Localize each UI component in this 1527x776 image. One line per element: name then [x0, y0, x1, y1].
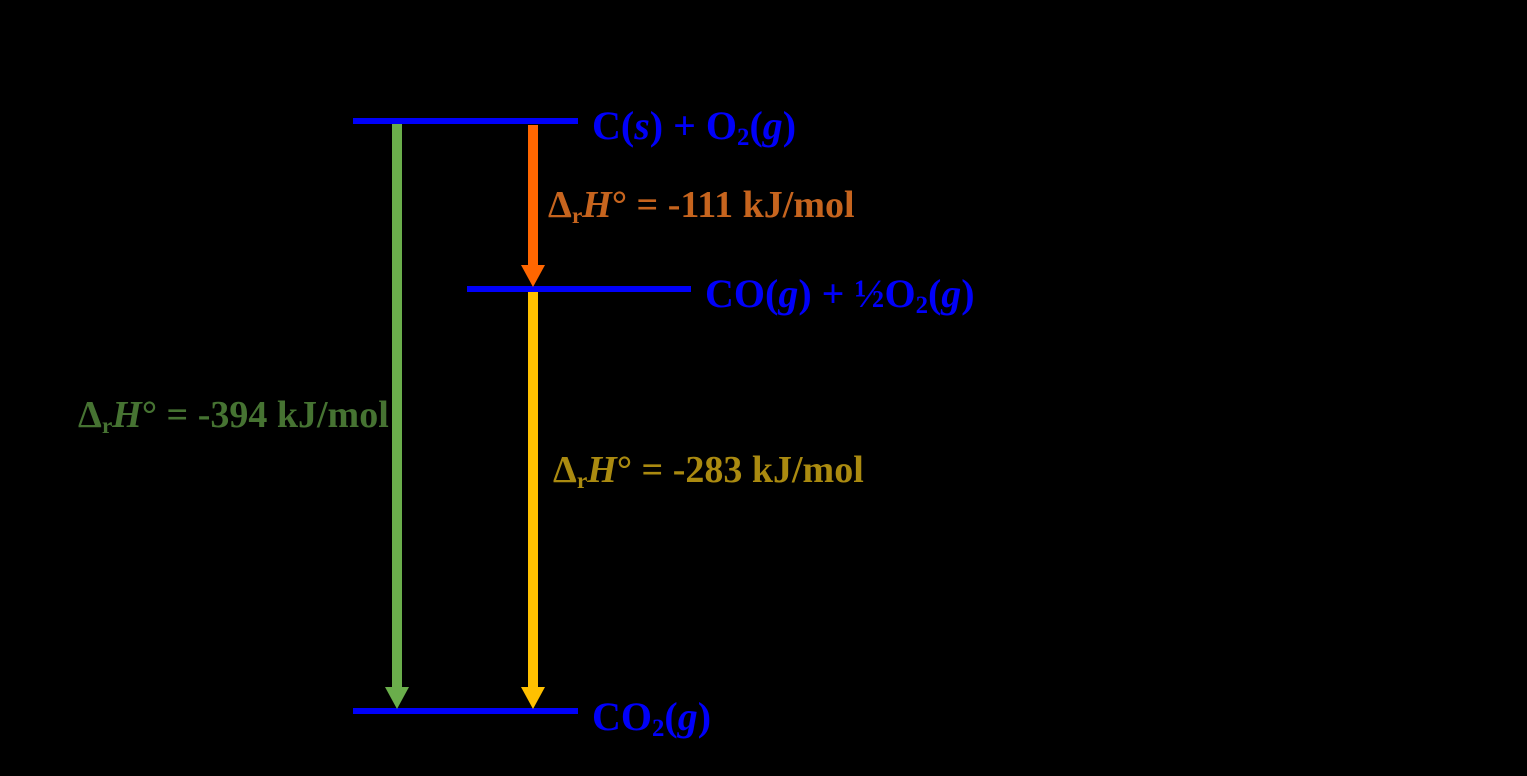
arrow-shaft — [392, 124, 402, 687]
product-label: CO2(g) — [592, 694, 712, 743]
arrow-co-to-co2 — [521, 292, 545, 709]
enthalpy-label-direct: ΔrH° = -394 kJ/mol — [78, 394, 389, 439]
arrow-c-to-co2 — [385, 124, 409, 709]
reactants-level-line — [353, 118, 578, 124]
intermediate-label: CO(g) + ½O2(g) — [705, 271, 975, 320]
arrow-c-to-co — [521, 125, 545, 287]
down-arrow-icon — [385, 687, 409, 709]
enthalpy-label-step1: ΔrH° = -111 kJ/mol — [548, 184, 855, 229]
down-arrow-icon — [521, 265, 545, 287]
arrow-shaft — [528, 125, 538, 265]
reactants-label: C(s) + O2(g) — [592, 103, 797, 152]
down-arrow-icon — [521, 687, 545, 709]
enthalpy-label-step2: ΔrH° = -283 kJ/mol — [553, 449, 864, 494]
product-level-line — [353, 708, 578, 714]
intermediate-level-line — [467, 286, 691, 292]
arrow-shaft — [528, 292, 538, 687]
